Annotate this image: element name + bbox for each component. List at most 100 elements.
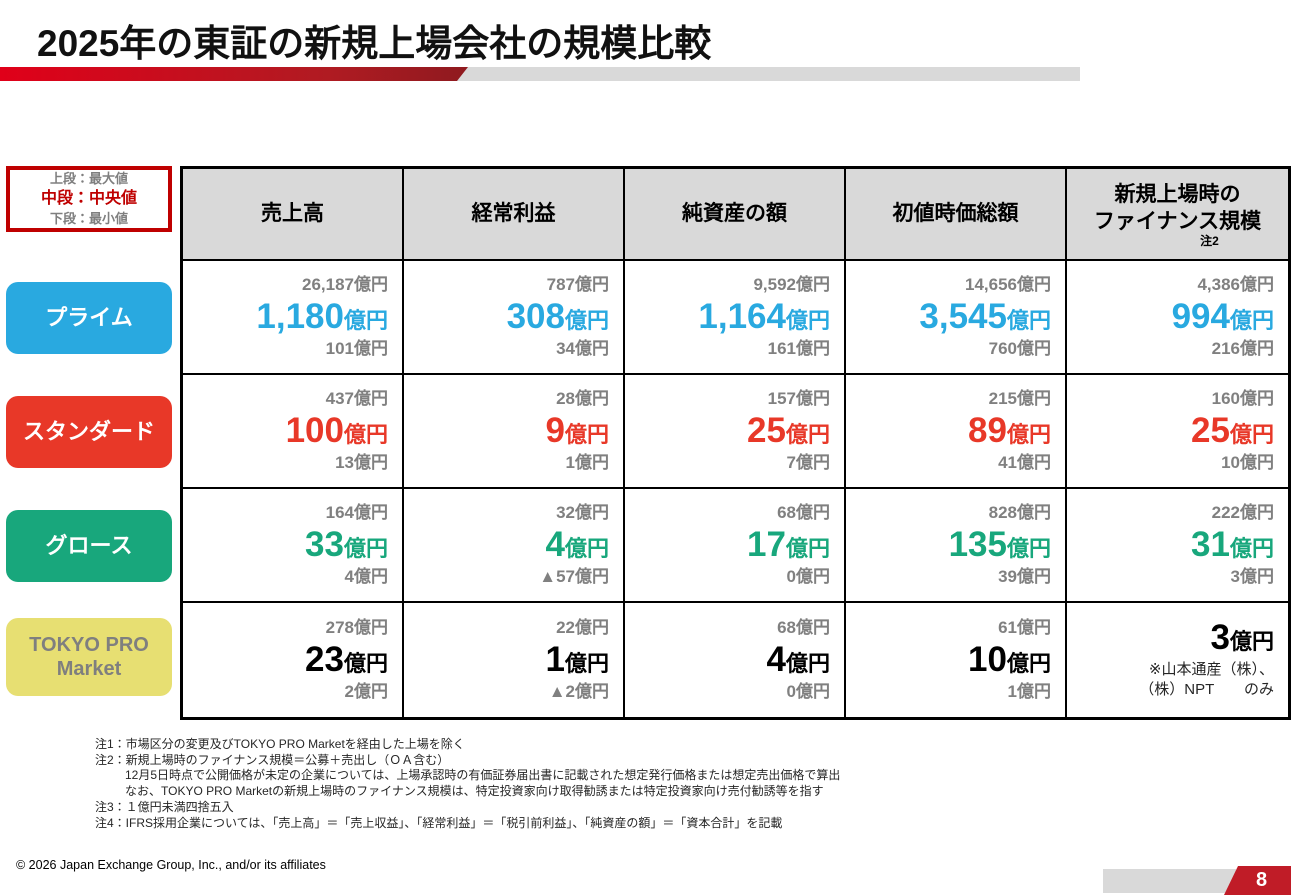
min-value: 760億円 — [988, 339, 1051, 359]
legend-min-label: 下段：最小値 — [49, 211, 128, 227]
unit-label: 億円 — [1229, 307, 1274, 333]
footnote-3: 注3：１億円未満四捨五入 — [95, 799, 234, 814]
median-value: 100 — [285, 410, 344, 450]
min-value: ▲57億円 — [539, 567, 609, 587]
median-value: 3,545 — [919, 296, 1007, 336]
cell-prime-net-assets: 9,592億円 1,164億円 161億円 — [625, 261, 846, 375]
median-value: 25 — [747, 410, 786, 450]
unit-label: 億円 — [343, 650, 388, 676]
cell-growth-net-assets: 68億円 17億円 0億円 — [625, 489, 846, 603]
min-value: ▲2億円 — [548, 682, 609, 702]
min-value: 41億円 — [998, 453, 1051, 473]
column-header-ordinary-profit: 経常利益 — [404, 169, 625, 261]
cell-tpm-market-cap: 61億円 10億円 1億円 — [846, 603, 1067, 717]
unit-label: 億円 — [1229, 629, 1274, 655]
unit-label: 億円 — [564, 650, 609, 676]
median-value: 17 — [747, 524, 786, 564]
max-value: 215億円 — [988, 389, 1051, 409]
cell-standard-finance-size: 160億円 25億円 10億円 — [1067, 375, 1288, 489]
footnotes: 注1：市場区分の変更及びTOKYO PRO Marketを経由した上場を除く 注… — [95, 737, 840, 831]
median-value: 1 — [545, 639, 565, 679]
unit-label: 億円 — [1006, 535, 1051, 561]
min-value: 10億円 — [1221, 453, 1274, 473]
median-value: 994 — [1171, 296, 1230, 336]
unit-label: 億円 — [1006, 421, 1051, 447]
market-comparison-table: 売上高 経常利益 純資産の額 初値時価総額 新規上場時の ファイナンス規模 注2… — [180, 166, 1291, 720]
legend-max-label: 上段：最大値 — [49, 170, 128, 186]
unit-label: 億円 — [343, 421, 388, 447]
cell-tpm-finance-size: 3億円 ※山本通産（株）、 （株）NPT のみ — [1067, 603, 1288, 717]
min-value: 3億円 — [1230, 567, 1274, 587]
median-value: 3 — [1210, 618, 1230, 658]
max-value: 164億円 — [325, 503, 388, 523]
unit-label: 億円 — [1229, 421, 1274, 447]
unit-label: 億円 — [785, 650, 830, 676]
cell-tpm-sales: 278億円 23億円 2億円 — [183, 603, 404, 717]
cell-standard-sales: 437億円 100億円 13億円 — [183, 375, 404, 489]
max-value: 9,592億円 — [753, 275, 830, 295]
column-header-market-cap: 初値時価総額 — [846, 169, 1067, 261]
max-value: 157億円 — [767, 389, 830, 409]
max-value: 437億円 — [325, 389, 388, 409]
min-value: 34億円 — [556, 339, 609, 359]
min-value: 101億円 — [325, 339, 388, 359]
median-value: 9 — [545, 410, 565, 450]
title-accent-red-segment — [0, 67, 468, 81]
max-value: 222億円 — [1211, 503, 1274, 523]
cell-standard-ordinary-profit: 28億円 9億円 1億円 — [404, 375, 625, 489]
median-value: 1,180 — [256, 296, 344, 336]
unit-label: 億円 — [1006, 650, 1051, 676]
copyright-text: © 2026 Japan Exchange Group, Inc., and/o… — [16, 858, 326, 872]
max-value: 160億円 — [1211, 389, 1274, 409]
footnote-4: 注4：IFRS採用企業については、「売上高」＝「売上収益」、「経常利益」＝「税引… — [95, 815, 783, 830]
column-header-finance-size-label: 新規上場時の ファイナンス規模 — [1093, 182, 1262, 233]
median-value: 135 — [948, 524, 1007, 564]
min-value: 0億円 — [786, 567, 830, 587]
cell-prime-ordinary-profit: 787億円 308億円 34億円 — [404, 261, 625, 375]
title-accent-bar — [0, 67, 1080, 81]
cell-standard-net-assets: 157億円 25億円 7億円 — [625, 375, 846, 489]
min-value: 0億円 — [786, 682, 830, 702]
page-title: 2025年の東証の新規上場会社の規模比較 — [37, 23, 712, 64]
min-value: 216億円 — [1211, 339, 1274, 359]
unit-label: 億円 — [1229, 535, 1274, 561]
max-value: 32億円 — [556, 503, 609, 523]
median-value: 1,164 — [698, 296, 786, 336]
footnote-2: 注2：新規上場時のファイナンス規模＝公募＋売出し（ＯＡ含む） — [95, 752, 450, 767]
median-value: 23 — [305, 639, 344, 679]
legend-median-label: 中段：中央値 — [40, 189, 137, 207]
legend-box: 上段：最大値 中段：中央値 下段：最小値 — [6, 166, 172, 232]
unit-label: 億円 — [564, 307, 609, 333]
finance-note-ref: 注2 — [1200, 234, 1219, 249]
min-value: 39億円 — [998, 567, 1051, 587]
max-value: 22億円 — [556, 618, 609, 638]
max-value: 26,187億円 — [302, 275, 388, 295]
unit-label: 億円 — [564, 535, 609, 561]
row-label-prime: プライム — [6, 282, 172, 354]
unit-label: 億円 — [785, 535, 830, 561]
tpm-finance-companies-note: ※山本通産（株）、 （株）NPT のみ — [1139, 661, 1274, 699]
min-value: 4億円 — [344, 567, 388, 587]
cell-tpm-ordinary-profit: 22億円 1億円 ▲2億円 — [404, 603, 625, 717]
cell-growth-market-cap: 828億円 135億円 39億円 — [846, 489, 1067, 603]
max-value: 68億円 — [777, 503, 830, 523]
unit-label: 億円 — [564, 421, 609, 447]
median-value: 4 — [545, 524, 565, 564]
median-value: 4 — [766, 639, 786, 679]
page-number: 8 — [1255, 869, 1268, 891]
max-value: 787億円 — [546, 275, 609, 295]
footnote-1: 注1：市場区分の変更及びTOKYO PRO Marketを経由した上場を除く — [95, 737, 465, 751]
max-value: 68億円 — [777, 618, 830, 638]
median-value: 89 — [968, 410, 1007, 450]
unit-label: 億円 — [785, 307, 830, 333]
cell-prime-market-cap: 14,656億円 3,545億円 760億円 — [846, 261, 1067, 375]
max-value: 278億円 — [325, 618, 388, 638]
max-value: 28億円 — [556, 389, 609, 409]
unit-label: 億円 — [1006, 307, 1051, 333]
min-value: 1億円 — [1007, 682, 1051, 702]
page-number-gray-bar — [1103, 869, 1236, 893]
unit-label: 億円 — [785, 421, 830, 447]
cell-prime-sales: 26,187億円 1,180億円 101億円 — [183, 261, 404, 375]
median-value: 31 — [1191, 524, 1230, 564]
